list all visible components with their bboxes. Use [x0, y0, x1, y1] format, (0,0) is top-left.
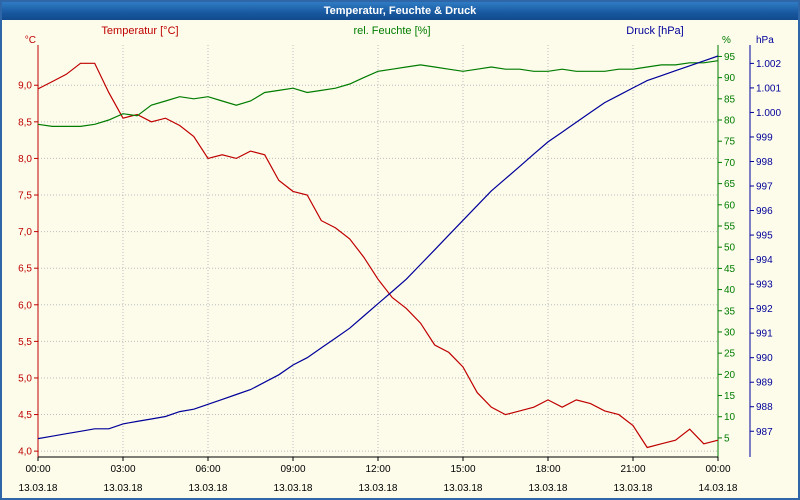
svg-text:994: 994: [756, 255, 773, 266]
svg-text:1.001: 1.001: [756, 83, 781, 94]
svg-text:992: 992: [756, 304, 773, 315]
chart-area: Temperatur [°C] rel. Feuchte [%] Druck […: [2, 20, 798, 498]
title-bar: Temperatur, Feuchte & Druck: [2, 2, 798, 20]
svg-text:06:00: 06:00: [195, 464, 220, 475]
svg-text:991: 991: [756, 329, 773, 340]
svg-text:21:00: 21:00: [620, 464, 645, 475]
svg-text:13.03.18: 13.03.18: [359, 483, 398, 494]
svg-text:6,5: 6,5: [18, 264, 32, 275]
svg-text:18:00: 18:00: [535, 464, 560, 475]
svg-text:988: 988: [756, 402, 773, 413]
svg-text:999: 999: [756, 132, 773, 143]
temperature-series-label: Temperatur [°C]: [101, 25, 179, 37]
pressure-axis: 987 988 989 990 991 992 993 994 995 996 997 998 999 1…: [750, 59, 781, 438]
pressure-series-label: Druck [hPa]: [626, 25, 684, 37]
svg-text:14.03.18: 14.03.18: [699, 483, 738, 494]
series-temperature: [37, 62, 719, 449]
svg-text:990: 990: [756, 353, 773, 364]
svg-text:50: 50: [724, 243, 736, 254]
svg-text:987: 987: [756, 427, 773, 438]
svg-text:998: 998: [756, 157, 773, 168]
svg-text:5,5: 5,5: [18, 337, 32, 348]
svg-text:13.03.18: 13.03.18: [104, 483, 143, 494]
svg-text:993: 993: [756, 280, 773, 291]
series-line-temperature: [37, 62, 719, 449]
series-pressure: [37, 55, 719, 440]
svg-text:7,0: 7,0: [18, 227, 32, 238]
svg-text:8,5: 8,5: [18, 117, 32, 128]
svg-text:00:00: 00:00: [705, 464, 730, 475]
svg-text:45: 45: [724, 264, 736, 275]
humidity-series-label: rel. Feuchte [%]: [353, 25, 431, 37]
svg-text:1.000: 1.000: [756, 108, 781, 119]
svg-text:996: 996: [756, 206, 773, 217]
gridlines: [38, 45, 718, 457]
svg-text:13.03.18: 13.03.18: [444, 483, 483, 494]
svg-text:30: 30: [724, 327, 736, 338]
svg-text:03:00: 03:00: [110, 464, 135, 475]
svg-text:10: 10: [724, 412, 736, 423]
svg-text:4,5: 4,5: [18, 410, 32, 421]
svg-text:995: 995: [756, 231, 773, 242]
svg-text:12:00: 12:00: [365, 464, 390, 475]
svg-text:80: 80: [724, 116, 736, 127]
svg-text:5: 5: [724, 433, 730, 444]
svg-text:13.03.18: 13.03.18: [19, 483, 58, 494]
svg-text:1.002: 1.002: [756, 59, 781, 70]
svg-text:7,5: 7,5: [18, 191, 32, 202]
svg-text:13.03.18: 13.03.18: [274, 483, 313, 494]
pressure-axis-unit: hPa: [756, 35, 774, 46]
svg-text:70: 70: [724, 158, 736, 169]
svg-text:25: 25: [724, 349, 736, 360]
axis-lines: [37, 45, 751, 458]
svg-text:20: 20: [724, 370, 736, 381]
svg-text:6,0: 6,0: [18, 300, 32, 311]
svg-text:09:00: 09:00: [280, 464, 305, 475]
svg-text:989: 989: [756, 378, 773, 389]
svg-text:997: 997: [756, 182, 773, 193]
svg-text:75: 75: [724, 137, 736, 148]
humidity-axis-unit: %: [722, 35, 731, 46]
svg-text:5,0: 5,0: [18, 373, 32, 384]
svg-text:8,0: 8,0: [18, 154, 32, 165]
humidity-axis: 5 10 15 20 25 30 35 40 45 50 55 60 65 70 75 80 85 90 95: [718, 52, 736, 444]
svg-text:13.03.18: 13.03.18: [189, 483, 228, 494]
series-humidity: [37, 60, 719, 128]
svg-text:55: 55: [724, 221, 736, 232]
svg-text:13.03.18: 13.03.18: [529, 483, 568, 494]
svg-text:15: 15: [724, 391, 736, 402]
temperature-axis: 4,0 4,5 5,0 5,5 6,0 6,5 7,0 7,5 8,0 8,5 9,0: [18, 81, 38, 458]
svg-text:9,0: 9,0: [18, 81, 32, 92]
svg-text:15:00: 15:00: [450, 464, 475, 475]
svg-text:13.03.18: 13.03.18: [614, 483, 653, 494]
svg-text:65: 65: [724, 179, 736, 190]
time-axis: 00:00 13.03.18 03:00 13.03.18 06:00 13.03.18 0…: [19, 457, 738, 494]
svg-text:40: 40: [724, 285, 736, 296]
svg-text:60: 60: [724, 200, 736, 211]
svg-text:35: 35: [724, 306, 736, 317]
temperature-axis-unit: °C: [24, 35, 36, 46]
series-line-pressure: [37, 55, 719, 440]
svg-text:90: 90: [724, 73, 736, 84]
window-title: Temperatur, Feuchte & Druck: [323, 5, 477, 17]
chart-plot: 4,0 4,5 5,0 5,5 6,0 6,5 7,0 7,5 8,0 8,5 9,0 5 10 15 20…: [18, 45, 781, 494]
svg-text:95: 95: [724, 52, 736, 63]
svg-text:00:00: 00:00: [25, 464, 50, 475]
svg-text:85: 85: [724, 94, 736, 105]
series-line-humidity: [37, 60, 719, 128]
svg-text:4,0: 4,0: [18, 447, 32, 458]
